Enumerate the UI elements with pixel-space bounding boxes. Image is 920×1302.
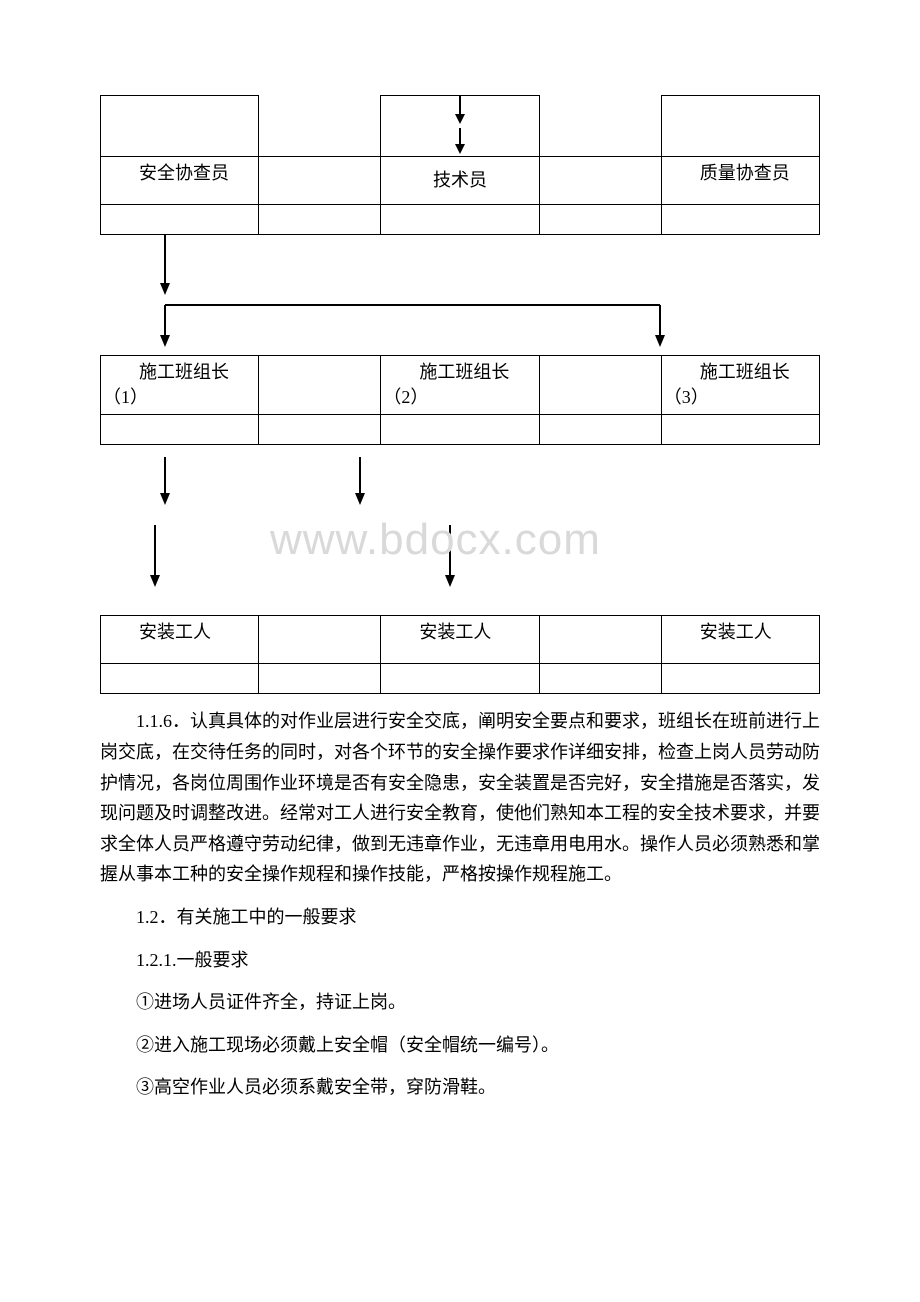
org-table-top: 安全协查员 技术员 质量协查员 bbox=[100, 95, 820, 235]
arrow-down-icon bbox=[440, 96, 480, 156]
org-table-workers: 安装工人 安装工人 安装工人 bbox=[100, 615, 820, 694]
role-install-worker-3: 安装工人 bbox=[661, 616, 819, 664]
paragraph-1-1-6: 1.1.6．认真具体的对作业层进行安全交底，阐明安全要点和要求，班组长在班前进行… bbox=[100, 706, 820, 890]
paragraph-item-2: ②进入施工现场必须戴上安全帽（安全帽统一编号）。 bbox=[100, 1030, 820, 1061]
role-quality-coordinator: 质量协查员 bbox=[661, 157, 819, 205]
org-table-leaders: 施工班组长（1） 施工班组长（2） 施工班组长（3） bbox=[100, 355, 820, 445]
role-technician: 技术员 bbox=[381, 157, 539, 205]
paragraph-item-1: ①进场人员证件齐全，持证上岗。 bbox=[100, 987, 820, 1018]
role-install-worker-1: 安装工人 bbox=[101, 616, 259, 664]
role-safety-coordinator: 安全协查员 bbox=[101, 157, 259, 205]
connector-2-to-3: www.bdocx.com bbox=[100, 445, 820, 615]
paragraph-item-3: ③高空作业人员必须系戴安全带，穿防滑鞋。 bbox=[100, 1072, 820, 1103]
connector-1-to-2 bbox=[100, 235, 820, 355]
paragraph-1-2-1: 1.2.1.一般要求 bbox=[100, 945, 820, 976]
role-install-worker-2: 安装工人 bbox=[381, 616, 539, 664]
paragraph-1-2: 1.2．有关施工中的一般要求 bbox=[100, 902, 820, 933]
